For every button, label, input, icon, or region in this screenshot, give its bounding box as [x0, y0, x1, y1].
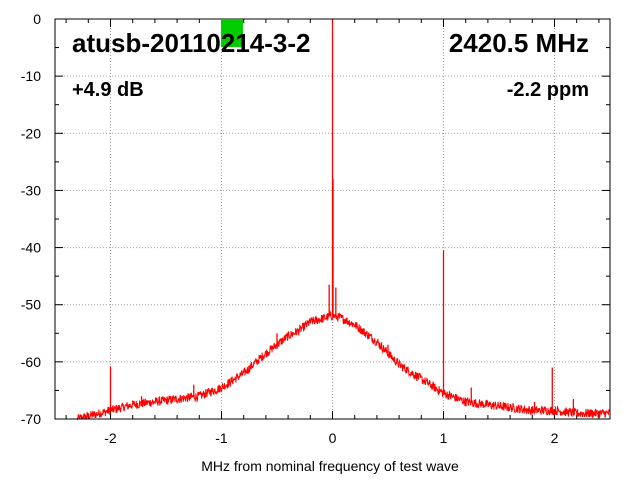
y-tick-label: -40	[21, 240, 41, 256]
x-tick-label: -1	[215, 430, 228, 446]
frequency-label: 2420.5 MHz	[449, 28, 589, 58]
device-id-label: atusb-20110214-3-2	[72, 28, 310, 58]
status-marker	[221, 19, 243, 47]
noise-floor-trace	[76, 310, 611, 421]
x-axis-title: MHz from nominal frequency of test wave	[201, 458, 459, 474]
spectrum-series	[76, 310, 611, 421]
plot-frame	[54, 18, 611, 420]
y-tick-label: -30	[21, 182, 41, 198]
y-tick-label: -50	[21, 297, 41, 313]
y-tick-label: -70	[21, 411, 41, 427]
ppm-label: -2.2 ppm	[507, 79, 589, 101]
x-tick-label: 0	[329, 430, 337, 446]
x-tick-label: 2	[551, 430, 559, 446]
y-tick-label: 0	[33, 11, 41, 27]
gain-label: +4.9 dB	[72, 79, 144, 101]
x-tick-label: -2	[104, 430, 117, 446]
y-tick-label: -60	[21, 354, 41, 370]
y-axis-ticks: 0 -10 -20 -30 -40 -50 -60 -70	[21, 11, 610, 427]
x-tick-label: 1	[440, 430, 448, 446]
spectrum-spikes	[109, 19, 575, 413]
y-tick-label: -10	[21, 68, 41, 84]
y-tick-label: -20	[21, 125, 41, 141]
